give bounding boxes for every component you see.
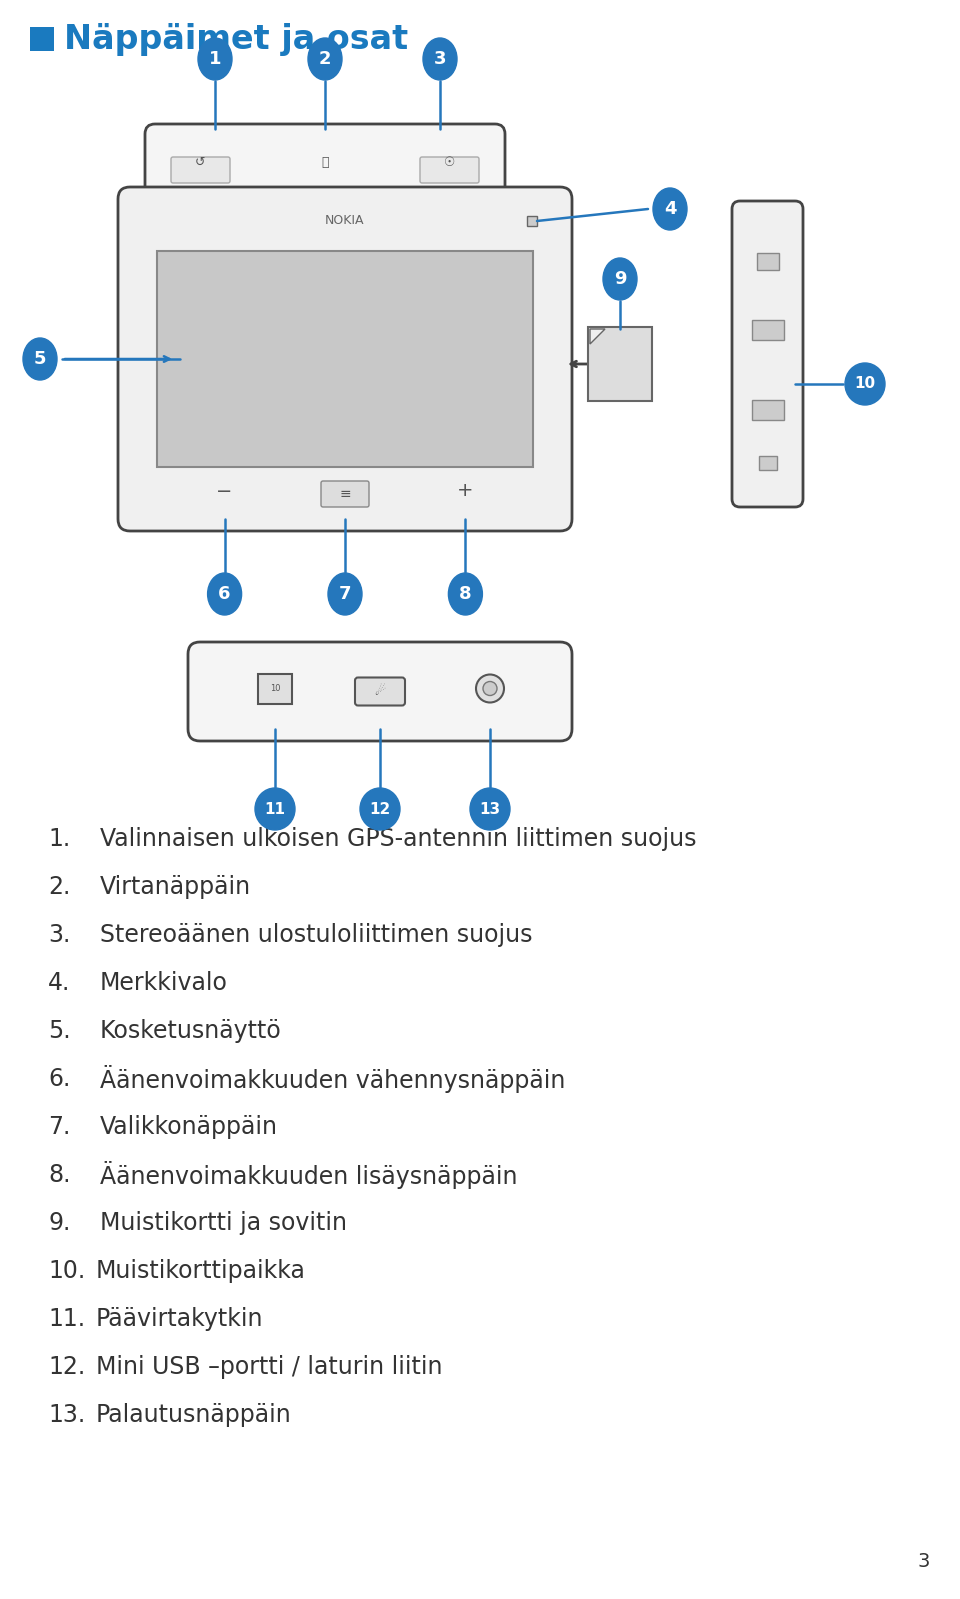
Text: 2: 2 <box>319 50 331 69</box>
Text: 10: 10 <box>270 684 280 692</box>
Polygon shape <box>590 329 605 344</box>
FancyBboxPatch shape <box>157 251 533 467</box>
Text: 2.: 2. <box>48 875 70 899</box>
Text: 11: 11 <box>265 801 285 817</box>
Ellipse shape <box>360 788 400 830</box>
Text: 4: 4 <box>663 200 676 217</box>
FancyBboxPatch shape <box>758 456 777 470</box>
Text: 3: 3 <box>434 50 446 69</box>
Text: NOKIA: NOKIA <box>325 214 365 227</box>
FancyBboxPatch shape <box>355 678 405 705</box>
Text: 6: 6 <box>218 585 230 603</box>
Text: 13: 13 <box>479 801 500 817</box>
Text: Merkkivalo: Merkkivalo <box>100 971 228 995</box>
Ellipse shape <box>308 38 342 80</box>
FancyBboxPatch shape <box>321 481 369 507</box>
Text: 1.: 1. <box>48 827 70 851</box>
Text: ☉: ☉ <box>444 155 456 168</box>
Text: ≡: ≡ <box>339 488 350 500</box>
Text: Valikkonäppäin: Valikkonäppäin <box>100 1115 278 1138</box>
Text: Päävirtakytkin: Päävirtakytkin <box>96 1306 263 1330</box>
FancyBboxPatch shape <box>588 328 652 401</box>
Text: 13.: 13. <box>48 1402 85 1426</box>
Text: 7.: 7. <box>48 1115 70 1138</box>
Text: ⏻: ⏻ <box>322 155 328 168</box>
Text: 11.: 11. <box>48 1306 85 1330</box>
FancyBboxPatch shape <box>752 320 783 341</box>
Text: ☄: ☄ <box>374 684 386 699</box>
FancyBboxPatch shape <box>756 253 779 270</box>
Text: Äänenvoimakkuuden vähennysnäppäin: Äänenvoimakkuuden vähennysnäppäin <box>100 1065 565 1094</box>
Text: Kosketusnäyttö: Kosketusnäyttö <box>100 1019 281 1043</box>
Text: +: + <box>457 481 473 500</box>
Text: 12.: 12. <box>48 1354 85 1378</box>
FancyBboxPatch shape <box>258 673 292 704</box>
FancyBboxPatch shape <box>118 187 572 531</box>
Text: Stereoäänen ulostuloliittimen suojus: Stereoäänen ulostuloliittimen suojus <box>100 923 533 947</box>
FancyBboxPatch shape <box>732 201 803 507</box>
Ellipse shape <box>470 788 510 830</box>
Text: 9: 9 <box>613 270 626 288</box>
Ellipse shape <box>255 788 295 830</box>
Text: 7: 7 <box>339 585 351 603</box>
Text: ↺: ↺ <box>195 155 205 168</box>
Text: 12: 12 <box>370 801 391 817</box>
Text: Valinnaisen ulkoisen GPS‑antennin liittimen suojus: Valinnaisen ulkoisen GPS‑antennin liitti… <box>100 827 697 851</box>
Text: Mini USB –portti / laturin liitin: Mini USB –portti / laturin liitin <box>96 1354 443 1378</box>
FancyBboxPatch shape <box>171 157 230 182</box>
Text: 10: 10 <box>854 376 876 392</box>
Bar <box>527 216 537 225</box>
Ellipse shape <box>328 572 362 616</box>
Text: 6.: 6. <box>48 1067 70 1091</box>
Text: 3.: 3. <box>48 923 70 947</box>
Ellipse shape <box>198 38 232 80</box>
Ellipse shape <box>448 572 483 616</box>
Text: 8.: 8. <box>48 1162 70 1186</box>
Text: Palautusnäppäin: Palautusnäppäin <box>96 1402 292 1426</box>
FancyBboxPatch shape <box>752 400 783 421</box>
Text: 8: 8 <box>459 585 471 603</box>
FancyBboxPatch shape <box>145 125 505 198</box>
Text: 5.: 5. <box>48 1019 71 1043</box>
Text: 5: 5 <box>34 350 46 368</box>
Text: 1: 1 <box>208 50 221 69</box>
FancyBboxPatch shape <box>420 157 479 182</box>
Ellipse shape <box>423 38 457 80</box>
FancyBboxPatch shape <box>188 643 572 740</box>
Ellipse shape <box>603 257 637 301</box>
Text: Muistikorttipaikka: Muistikorttipaikka <box>96 1258 306 1282</box>
Text: −: − <box>216 481 232 500</box>
Text: Äänenvoimakkuuden lisäysnäppäin: Äänenvoimakkuuden lisäysnäppäin <box>100 1161 517 1190</box>
Text: 9.: 9. <box>48 1210 70 1234</box>
Ellipse shape <box>23 337 57 381</box>
Ellipse shape <box>207 572 242 616</box>
Text: Näppäimet ja osat: Näppäimet ja osat <box>64 22 408 56</box>
Text: 3: 3 <box>918 1553 930 1570</box>
Circle shape <box>476 675 504 702</box>
Ellipse shape <box>653 189 687 230</box>
Text: 4.: 4. <box>48 971 70 995</box>
Text: 10.: 10. <box>48 1258 85 1282</box>
Ellipse shape <box>845 363 885 405</box>
Bar <box>30 27 54 51</box>
Text: Muistikortti ja sovitin: Muistikortti ja sovitin <box>100 1210 347 1234</box>
Text: Virtanäppäin: Virtanäppäin <box>100 875 252 899</box>
Circle shape <box>483 681 497 696</box>
